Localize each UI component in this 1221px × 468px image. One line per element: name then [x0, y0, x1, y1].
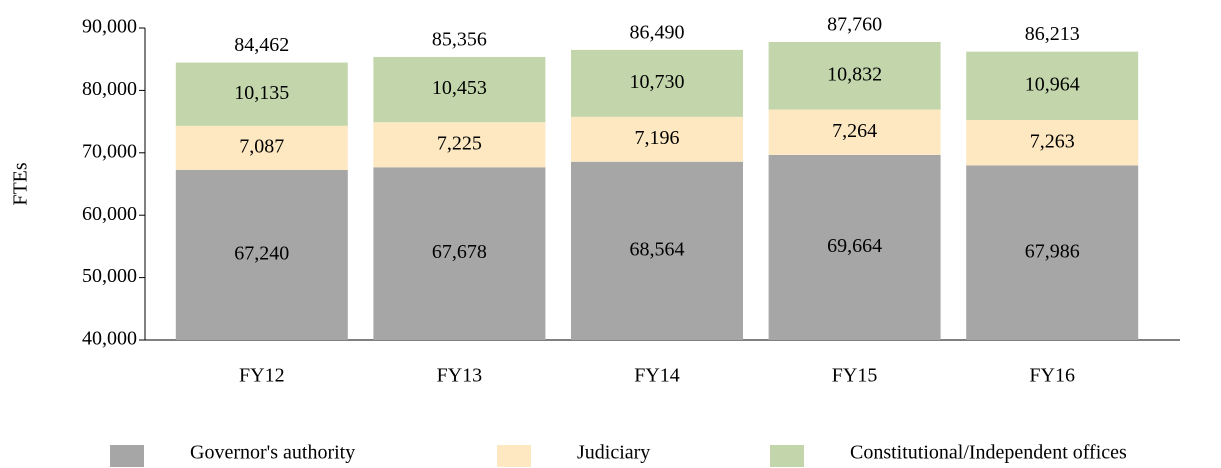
data-label: 69,664: [827, 235, 882, 257]
total-label: 86,213: [1025, 23, 1080, 45]
bar-segment: [966, 120, 1139, 166]
data-label: 7,087: [239, 136, 284, 158]
data-label: 67,240: [234, 243, 289, 265]
y-tick-label: 80,000: [82, 78, 137, 100]
bar-segment: [175, 62, 348, 126]
y-tick-label: 90,000: [82, 16, 137, 38]
bar-segment: [571, 161, 743, 340]
x-tick-label: FY12: [239, 365, 285, 387]
y-tick-label: 40,000: [82, 328, 137, 350]
data-label: 67,986: [1025, 240, 1080, 262]
bar-segment: [966, 165, 1139, 340]
bar-segment: [768, 41, 941, 110]
bar-segment: [175, 170, 348, 340]
total-label: 85,356: [432, 29, 487, 51]
total-label: 87,760: [827, 14, 882, 36]
data-label: 7,264: [832, 120, 877, 142]
legend-label: Judiciary: [577, 442, 650, 464]
bar-segment: [768, 154, 941, 340]
x-tick-label: FY16: [1029, 365, 1075, 387]
bar-segment: [373, 167, 546, 340]
y-axis-label: FTEs: [10, 162, 32, 206]
bar-segment: [175, 125, 348, 171]
x-tick-label: FY13: [437, 365, 483, 387]
total-label: 84,462: [234, 34, 289, 56]
legend-swatch: [110, 445, 144, 467]
legend-label: Constitutional/Independent offices: [850, 442, 1127, 464]
data-label: 7,263: [1030, 130, 1075, 152]
bar-segment: [373, 122, 546, 168]
x-tick-label: FY14: [634, 365, 680, 387]
data-label: 10,964: [1025, 73, 1080, 95]
bar-segment: [373, 56, 546, 123]
x-tick-label: FY15: [832, 365, 878, 387]
data-label: 10,730: [630, 71, 685, 93]
y-tick-label: 60,000: [82, 203, 137, 225]
data-label: 7,196: [635, 127, 680, 149]
data-label: 67,678: [432, 241, 487, 263]
data-label: 7,225: [437, 132, 482, 154]
y-tick-label: 50,000: [82, 265, 137, 287]
legend-label: Governor's authority: [190, 442, 355, 464]
data-label: 68,564: [630, 238, 685, 260]
data-label: 10,453: [432, 77, 487, 99]
legend-swatch: [497, 445, 531, 467]
legend-swatch: [770, 445, 804, 467]
bar-segment: [571, 116, 743, 162]
data-label: 10,832: [827, 63, 882, 85]
bar-segment: [768, 109, 941, 155]
bar-segment: [571, 49, 743, 117]
y-tick-label: 70,000: [82, 140, 137, 162]
bar-segment: [966, 51, 1139, 121]
data-label: 10,135: [234, 82, 289, 104]
total-label: 86,490: [630, 21, 685, 43]
